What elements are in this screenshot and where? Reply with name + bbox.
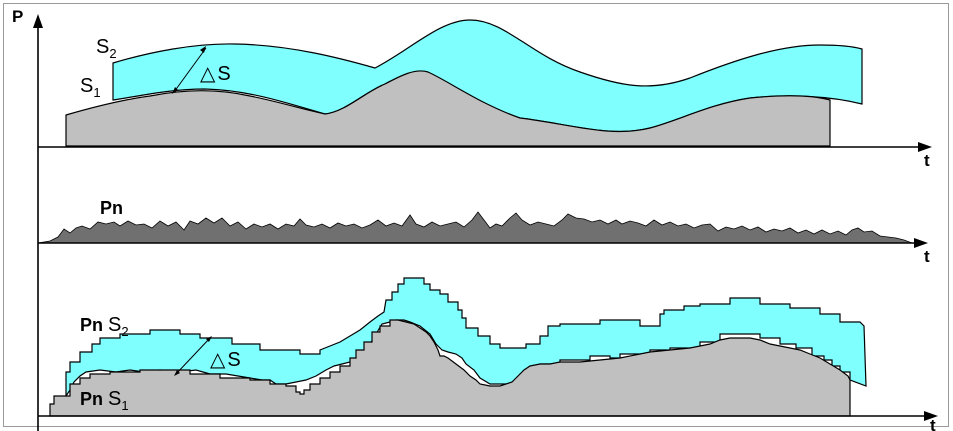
diagram-frame (3, 3, 949, 427)
middle-pn-label: Pn (100, 198, 123, 218)
top-delta-arrow (172, 46, 207, 94)
x-axis-middle (38, 238, 928, 248)
bottom-delta-arrow (174, 336, 212, 376)
y-axis-label: P (12, 7, 23, 26)
x-axis-middle-label: t (924, 247, 930, 266)
top-s1-area (65, 70, 831, 147)
top-s2-label: S2 (96, 36, 117, 61)
bottom-pn-s1-label: Pn S1 (80, 388, 129, 413)
x-axis-top-label: t (924, 151, 930, 170)
bottom-delta-s-label: △ S (210, 349, 241, 371)
bottom-pn-s1-area (49, 319, 851, 417)
x-axis-bottom (38, 411, 938, 421)
middle-pn-noise (37, 211, 913, 244)
x-axis-bottom-label: t (930, 416, 936, 431)
top-s1-label: S1 (80, 75, 101, 100)
x-axis-top (38, 142, 932, 152)
top-delta-s-label: △ S (200, 63, 231, 85)
y-axis (33, 14, 43, 431)
bottom-pn-s2-label: Pn S2 (80, 314, 129, 339)
